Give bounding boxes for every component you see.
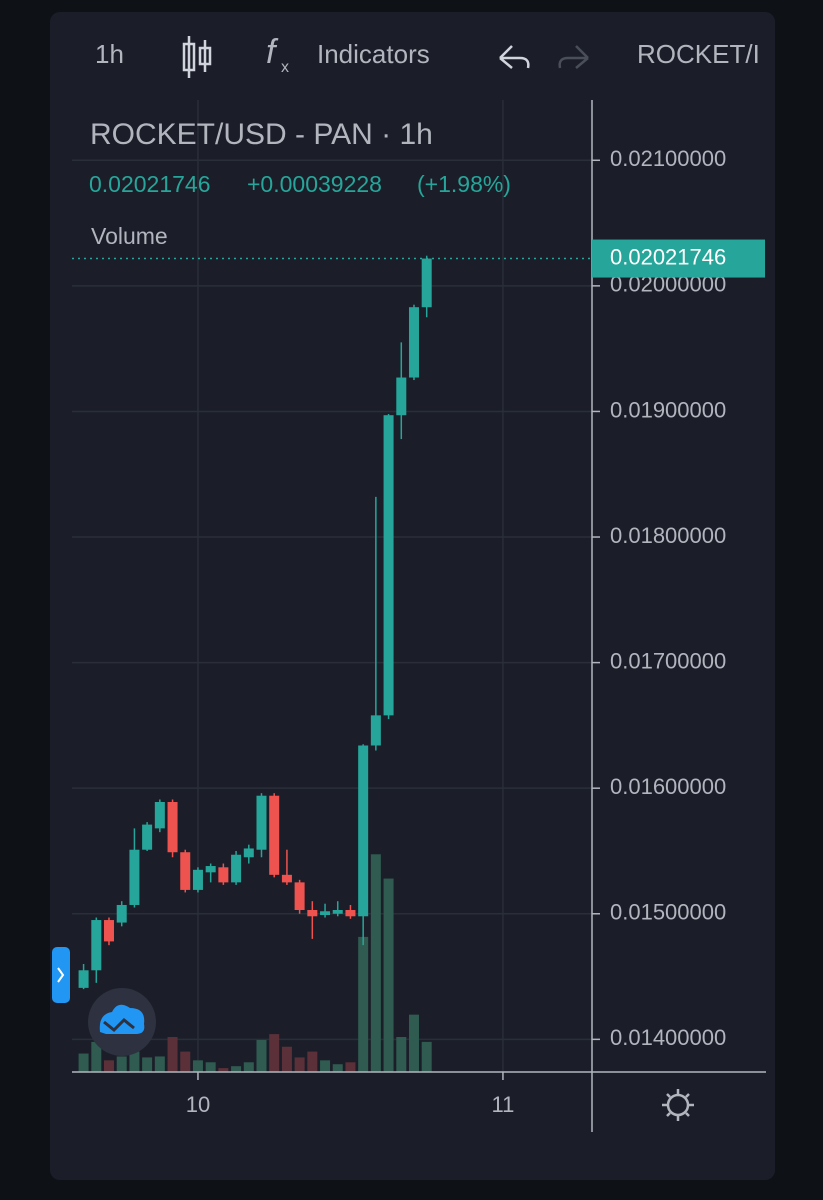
plot: 0.01400000 0.01500000 0.01600000 0.01700000… <box>72 100 766 1132</box>
volume-bar <box>180 1051 191 1072</box>
candle-body <box>370 715 381 746</box>
candle-body <box>167 802 178 853</box>
redo-button[interactable] <box>558 45 589 69</box>
y-tick-label: 0.01900000 <box>610 397 726 422</box>
candle-body <box>218 867 229 883</box>
chart-title: ROCKET/USD - PAN · 1h <box>90 118 433 151</box>
volume-bar <box>421 1041 432 1072</box>
volume-bar <box>256 1039 267 1072</box>
candle-body <box>103 920 114 942</box>
candle-body <box>116 904 127 923</box>
volume-bar <box>358 936 369 1072</box>
volume-bar <box>167 1037 178 1072</box>
candle-body <box>294 882 305 910</box>
y-tick-label: 0.01600000 <box>610 774 726 799</box>
indicators-button[interactable]: Indicators <box>317 39 430 69</box>
volume-bar <box>231 1066 242 1072</box>
candle-body <box>421 258 432 308</box>
candle-body <box>192 869 203 890</box>
y-tick-label: 0.01500000 <box>610 900 726 925</box>
candle-body <box>78 970 89 988</box>
last-price: 0.02021746 <box>89 171 211 197</box>
candle-body <box>307 910 318 917</box>
volume-bar <box>142 1057 153 1072</box>
candle-body <box>91 920 102 971</box>
volume-bar <box>154 1056 165 1072</box>
last-price-tag <box>592 239 765 278</box>
volume-label: Volume <box>91 223 168 249</box>
volume-bar <box>396 1037 407 1072</box>
y-tick-label: 0.01400000 <box>610 1025 726 1050</box>
price-change-percent: (+1.98%) <box>417 171 511 197</box>
candle-body <box>231 854 242 883</box>
candle-body <box>269 795 280 875</box>
volume-bar <box>129 1051 140 1072</box>
candle-body <box>281 874 292 883</box>
volume-bar <box>345 1062 356 1072</box>
volume-bar <box>370 854 381 1072</box>
y-tick-label: 0.01800000 <box>610 523 726 548</box>
price-change: +0.00039228 <box>247 171 382 197</box>
interval-button[interactable]: 1h <box>95 39 124 69</box>
candle-body <box>345 910 356 917</box>
candle-body <box>396 377 407 416</box>
volume-bar <box>281 1046 292 1072</box>
candle-body <box>332 910 343 914</box>
volume-bar <box>408 1014 419 1072</box>
candle-body <box>154 802 165 829</box>
volume-bar <box>91 1041 102 1072</box>
candle-body <box>129 849 140 905</box>
side-panel-toggle[interactable] <box>52 947 70 1003</box>
volume-bar <box>294 1057 305 1072</box>
volume-bar <box>192 1060 203 1072</box>
toggle-arrow <box>57 967 65 983</box>
volume-bar <box>307 1051 318 1072</box>
logo-line <box>103 1017 135 1033</box>
volume-bar <box>320 1060 331 1072</box>
svg-text:x: x <box>281 59 289 76</box>
volume-bar <box>205 1062 216 1072</box>
last-price-tag-label: 0.02021746 <box>610 244 726 269</box>
volume-bar <box>116 1056 127 1072</box>
candle-body <box>180 852 191 890</box>
undo-button[interactable] <box>499 45 530 69</box>
candle-body <box>256 795 267 850</box>
x-tick-label: 11 <box>492 1092 515 1117</box>
volume-bar <box>103 1060 114 1072</box>
candle-body <box>205 866 216 873</box>
volume-bar <box>243 1062 254 1072</box>
settings-button[interactable] <box>662 1089 694 1121</box>
volume-bar <box>269 1034 280 1072</box>
y-tick-label: 0.01700000 <box>610 648 726 673</box>
candle-body <box>358 745 369 917</box>
volume-bar <box>332 1064 343 1072</box>
chart-type-icon[interactable] <box>182 36 212 78</box>
volume-bar <box>78 1053 89 1072</box>
volume-bar <box>383 878 394 1072</box>
panel <box>50 12 775 1180</box>
toolbar: 1h f x Indicators ROCKET/I <box>95 33 760 78</box>
candle-body <box>320 911 331 916</box>
candle-body <box>142 824 153 850</box>
volume-bar <box>218 1068 229 1072</box>
candle-body <box>243 848 254 858</box>
y-tick-label: 0.02100000 <box>610 146 726 171</box>
candle-body <box>383 415 394 716</box>
symbol-button[interactable]: ROCKET/I <box>637 39 760 69</box>
candle-body <box>408 307 419 378</box>
x-tick-label: 10 <box>186 1092 210 1117</box>
